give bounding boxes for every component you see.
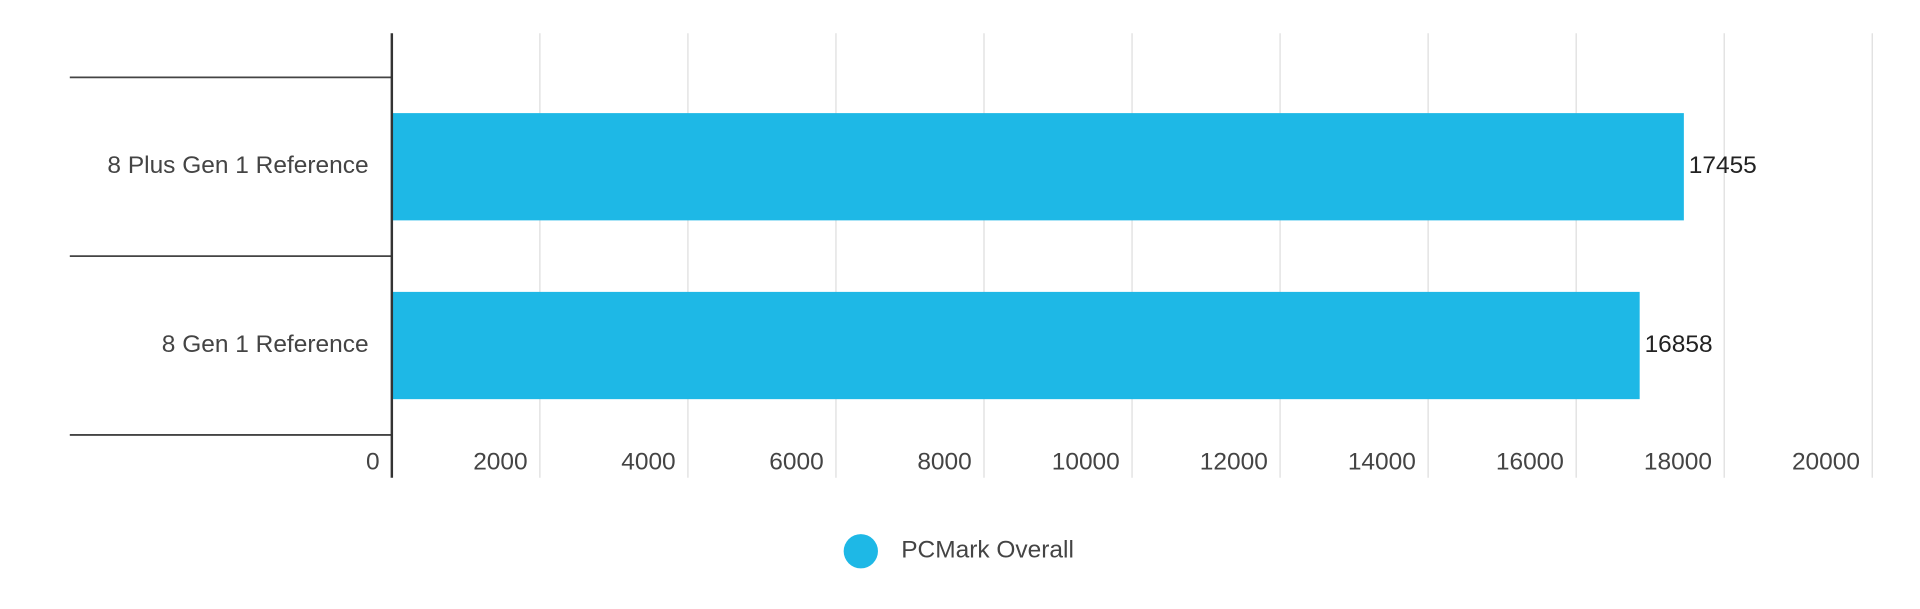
x-tick-label: 2000 <box>473 449 527 476</box>
legend-label: PCMark Overall <box>901 537 1074 564</box>
x-tick-label: 18000 <box>1644 449 1712 476</box>
value-label: 16858 <box>1645 331 1713 358</box>
bar <box>391 291 1640 400</box>
x-tick-label: 6000 <box>769 449 823 476</box>
x-tick-label: 14000 <box>1348 449 1416 476</box>
x-tick-label: 8000 <box>917 449 971 476</box>
bar <box>391 113 1684 221</box>
x-tick-label: 12000 <box>1200 449 1268 476</box>
y-tick-label: 8 Gen 1 Reference <box>162 331 369 358</box>
x-tick-label: 4000 <box>621 449 675 476</box>
y-tick-label: 8 Plus Gen 1 Reference <box>107 152 368 179</box>
x-tick-label: 0 <box>366 449 380 476</box>
x-tick-label: 10000 <box>1052 449 1120 476</box>
value-label: 17455 <box>1689 152 1757 179</box>
legend-marker <box>843 534 878 569</box>
x-tick-label: 16000 <box>1496 449 1564 476</box>
x-tick-label: 20000 <box>1792 449 1860 476</box>
